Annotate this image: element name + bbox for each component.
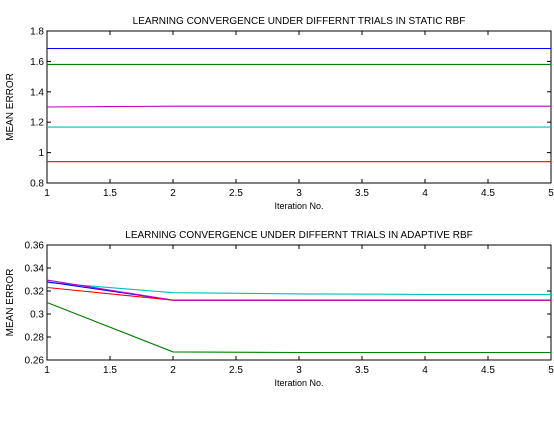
x-tick-label: 2 [170,188,176,199]
x-tick-label: 3.5 [355,188,369,199]
x-tick-label: 3 [296,188,302,199]
x-tick-label: 1.5 [103,188,117,199]
chart-2: LEARNING CONVERGENCE UNDER DIFFERNT TRIA… [5,230,554,388]
chart-1: LEARNING CONVERGENCE UNDER DIFFERNT TRIA… [5,16,554,211]
y-tick-label: 1 [38,148,44,159]
y-tick-label: 0.36 [25,241,45,252]
y-axis-label: MEAN ERROR [5,73,16,141]
x-tick-label: 4 [422,365,428,376]
y-tick-label: 0.3 [30,310,44,321]
series-line-4 [46,279,551,301]
x-tick-label: 5 [548,188,554,199]
x-tick-label: 3.5 [355,365,369,376]
x-tick-label: 4.5 [481,365,495,376]
chart-title: LEARNING CONVERGENCE UNDER DIFFERNT TRIA… [125,230,472,241]
x-tick-label: 4 [422,188,428,199]
y-tick-label: 0.34 [25,264,45,275]
x-axis-label: Iteration No. [274,378,323,388]
series-line-5 [46,301,551,354]
x-tick-label: 2.5 [229,188,243,199]
chart-title: LEARNING CONVERGENCE UNDER DIFFERNT TRIA… [133,16,466,27]
y-axis-label: MEAN ERROR [5,269,16,337]
x-tick-label: 1 [44,188,50,199]
x-tick-label: 5 [548,365,554,376]
series-line-3 [46,105,551,108]
y-tick-label: 0.8 [30,179,44,190]
y-tick-label: 1.4 [30,87,44,98]
y-tick-label: 1.8 [30,27,44,38]
x-tick-label: 2.5 [229,365,243,376]
y-tick-label: 1.2 [30,118,44,129]
x-tick-label: 2 [170,365,176,376]
y-tick-label: 0.28 [25,333,45,344]
x-tick-label: 1 [44,365,50,376]
series-line-1 [46,281,551,295]
x-axis-label: Iteration No. [274,201,323,211]
x-tick-label: 4.5 [481,188,495,199]
x-tick-label: 1.5 [103,365,117,376]
y-tick-label: 0.26 [25,356,45,367]
y-tick-label: 0.32 [25,287,45,298]
x-tick-label: 3 [296,365,302,376]
y-tick-label: 1.6 [30,57,44,68]
